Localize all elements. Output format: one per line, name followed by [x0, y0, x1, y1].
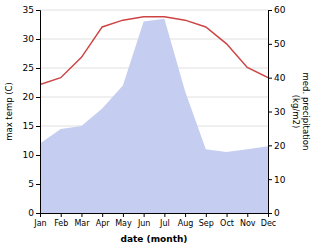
plot: JanFebMarAprMayJunJulAugSepOctNovDec0510…	[4, 5, 311, 244]
tick-label: 50	[274, 39, 286, 49]
tick: 40	[268, 73, 286, 83]
tick-mark	[36, 184, 40, 185]
tick-label: 10	[23, 150, 35, 160]
line	[40, 17, 268, 85]
tick-mark	[81, 213, 82, 217]
tick-mark	[36, 213, 40, 214]
tick: Apr	[96, 213, 111, 228]
tick-mark	[185, 213, 186, 217]
tick: 0	[28, 208, 40, 218]
tick: 30	[23, 34, 40, 44]
tick-mark	[36, 97, 40, 98]
tick-mark	[268, 112, 272, 113]
tick-mark	[144, 213, 145, 217]
tick-label: Jul	[159, 219, 170, 228]
marks	[40, 17, 268, 213]
axis-title-line: med. precipitation	[301, 73, 311, 151]
tick-label: 0	[28, 208, 34, 218]
tick-mark	[61, 213, 62, 217]
tick-mark	[268, 179, 272, 180]
tick: 30	[268, 107, 286, 117]
tick-label: 30	[274, 107, 286, 117]
axis-line	[36, 11, 41, 214]
y2-axis-title: med. precipitation(kg/m2)	[291, 73, 311, 151]
tick-label: 20	[23, 92, 35, 102]
tick-label: Feb	[54, 219, 68, 228]
tick-label: Oct	[220, 219, 234, 228]
tick-label: Jan	[33, 219, 46, 228]
tick-label: Mar	[74, 219, 90, 228]
tick: Sep	[199, 213, 214, 228]
tick-mark	[227, 213, 228, 217]
tick: May	[115, 213, 132, 228]
tick: Jul	[159, 213, 170, 228]
y-axis-title: max temp (C)	[4, 82, 14, 141]
y-axis: 0 5 10 15 20 25 30 35	[23, 5, 41, 218]
tick-mark	[206, 213, 207, 217]
tick: 20	[268, 141, 286, 151]
tick-mark	[36, 39, 40, 40]
tick: 10	[268, 175, 286, 185]
tick-mark	[247, 213, 248, 217]
axis-line	[269, 11, 273, 214]
tick-label: 20	[274, 141, 286, 151]
tick: Jun	[137, 213, 151, 228]
tick: Oct	[220, 213, 234, 228]
tick-label: 5	[28, 179, 34, 189]
tick-label: Dec	[261, 219, 276, 228]
tick-label: Jun	[137, 219, 151, 228]
tick: 15	[23, 121, 40, 131]
tick-label: 35	[23, 5, 34, 15]
area	[40, 19, 268, 213]
tick-mark	[268, 44, 272, 45]
tick-label: 10	[274, 175, 286, 185]
tick: 10	[23, 150, 40, 160]
tick: 25	[23, 63, 40, 73]
tick: 5	[28, 179, 40, 189]
tick-mark	[102, 213, 103, 217]
tick-label: Aug	[178, 219, 194, 228]
chart: JanFebMarAprMayJunJulAugSepOctNovDec0510…	[0, 0, 318, 247]
x-axis-title: date (month)	[121, 234, 188, 244]
tick-label: Nov	[240, 219, 256, 228]
y2-axis: 0 10 20 30 40 50 60	[268, 5, 286, 218]
x-axis: Jan Feb Mar Apr May Jun Jul Aug Sep Oct Nov Dec	[33, 213, 276, 228]
tick: 60	[268, 5, 286, 15]
tick-mark	[36, 10, 40, 11]
grid-line	[40, 10, 268, 11]
tick: 20	[23, 92, 40, 102]
tick-label: 30	[23, 34, 35, 44]
tick: Mar	[74, 213, 90, 228]
tick-mark	[268, 10, 272, 11]
tick-mark	[268, 145, 272, 146]
tick: Aug	[178, 213, 194, 228]
axis-title-line: (kg/m2)	[291, 95, 301, 129]
tick: 35	[23, 5, 40, 15]
chart-container: JanFebMarAprMayJunJulAugSepOctNovDec0510…	[0, 0, 318, 247]
tick: Feb	[54, 213, 68, 228]
tick-label: 0	[274, 208, 280, 218]
grid	[40, 10, 268, 213]
tick-label: 15	[23, 121, 34, 131]
tick: 0	[268, 208, 280, 218]
tick-mark	[36, 155, 40, 156]
tick-mark	[36, 126, 40, 127]
tick-mark	[268, 213, 272, 214]
tick-mark	[268, 78, 272, 79]
tick: Jan	[33, 213, 46, 228]
tick-mark	[36, 68, 40, 69]
tick-label: Sep	[199, 219, 214, 228]
tick-mark	[164, 213, 165, 217]
tick-label: Apr	[96, 219, 111, 228]
tick: 50	[268, 39, 286, 49]
tick-label: 25	[23, 63, 34, 73]
tick-label: May	[115, 219, 132, 228]
tick-label: 40	[274, 73, 286, 83]
tick: Nov	[240, 213, 256, 228]
tick-mark	[123, 213, 124, 217]
axis-line	[41, 214, 269, 218]
tick-label: 60	[274, 5, 286, 15]
